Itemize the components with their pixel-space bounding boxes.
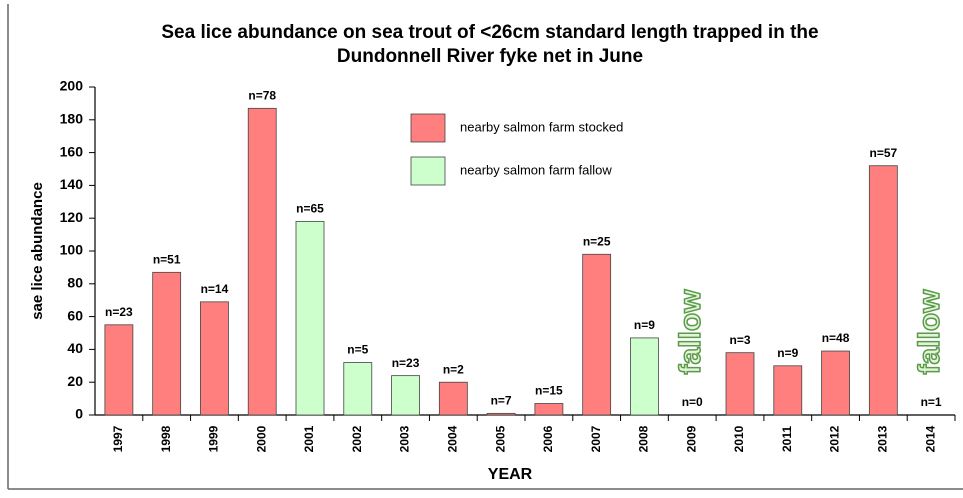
y-tick-label: 140	[60, 176, 84, 192]
bar	[343, 362, 373, 416]
x-tick-label: 1998	[159, 425, 173, 452]
x-tick-label: 2014	[923, 425, 937, 452]
y-tick-label: 0	[75, 406, 83, 422]
y-tick-label: 20	[67, 373, 83, 389]
bar	[247, 107, 277, 416]
x-tick-label: 2003	[398, 425, 412, 452]
n-label: n=2	[443, 362, 464, 376]
y-axis-label: sae lice abundance	[29, 182, 46, 320]
chart-title: Dundonnell River fyke net in June	[337, 46, 643, 67]
legend-swatch	[410, 156, 446, 186]
n-label: n=9	[634, 318, 655, 332]
bar	[104, 324, 134, 416]
n-label: n=7	[491, 394, 512, 408]
legend-label: nearby salmon farm stocked	[460, 119, 623, 134]
bar	[438, 381, 468, 416]
legend-label: nearby salmon farm fallow	[460, 162, 612, 177]
bar	[200, 301, 229, 416]
n-label: n=78	[248, 88, 276, 102]
n-label: n=65	[296, 202, 324, 216]
y-tick-label: 160	[60, 143, 84, 159]
x-tick-label: 2006	[541, 425, 555, 452]
x-tick-label: 1997	[111, 425, 125, 452]
bar	[295, 221, 325, 416]
x-tick-label: 2010	[732, 425, 746, 452]
bar	[534, 403, 564, 416]
n-label: n=15	[535, 384, 563, 398]
x-tick-label: 2001	[302, 425, 316, 452]
x-tick-label: 2007	[589, 425, 603, 452]
n-label: n=9	[777, 346, 798, 360]
n-label: n=3	[729, 333, 750, 347]
y-tick-label: 180	[60, 111, 84, 127]
x-tick-label: 1999	[207, 425, 221, 452]
bar	[630, 337, 659, 416]
n-label: n=57	[869, 146, 897, 160]
x-tick-label: 2008	[637, 425, 651, 452]
x-tick-label: 2012	[828, 425, 842, 452]
x-tick-label: 2004	[446, 425, 460, 452]
n-label: n=23	[392, 356, 420, 370]
n-label: n=1	[921, 395, 942, 409]
x-tick-label: 2009	[684, 425, 698, 452]
n-label: n=25	[583, 234, 611, 248]
bar	[868, 165, 898, 416]
bar	[391, 375, 420, 416]
bar	[773, 365, 803, 416]
y-tick-label: 100	[60, 242, 84, 258]
fallow-annotation: fallow	[674, 289, 707, 375]
bar	[821, 350, 850, 416]
n-label: n=14	[201, 282, 229, 296]
legend-swatch	[410, 113, 446, 143]
x-tick-label: 2002	[350, 425, 364, 452]
y-tick-label: 40	[67, 340, 83, 356]
n-label: n=5	[347, 343, 368, 357]
n-label: n=48	[822, 331, 850, 345]
bar	[486, 412, 516, 416]
y-tick-label: 80	[67, 275, 83, 291]
n-label: n=51	[153, 252, 181, 266]
bar	[725, 352, 755, 416]
chart-title: Sea lice abundance on sea trout of <26cm…	[161, 22, 818, 43]
bar	[582, 253, 612, 416]
x-tick-label: 2013	[876, 425, 890, 452]
y-tick-label: 120	[60, 209, 84, 225]
y-tick-label: 200	[60, 78, 84, 94]
x-tick-label: 2011	[780, 426, 794, 452]
n-label: n=0	[682, 395, 703, 409]
bar	[152, 271, 182, 416]
x-axis-label: YEAR	[488, 466, 533, 483]
y-tick-label: 60	[67, 307, 83, 323]
n-label: n=23	[105, 305, 133, 319]
fallow-annotation: fallow	[913, 289, 946, 375]
x-tick-label: 2000	[254, 425, 268, 452]
x-tick-label: 2005	[493, 425, 507, 452]
